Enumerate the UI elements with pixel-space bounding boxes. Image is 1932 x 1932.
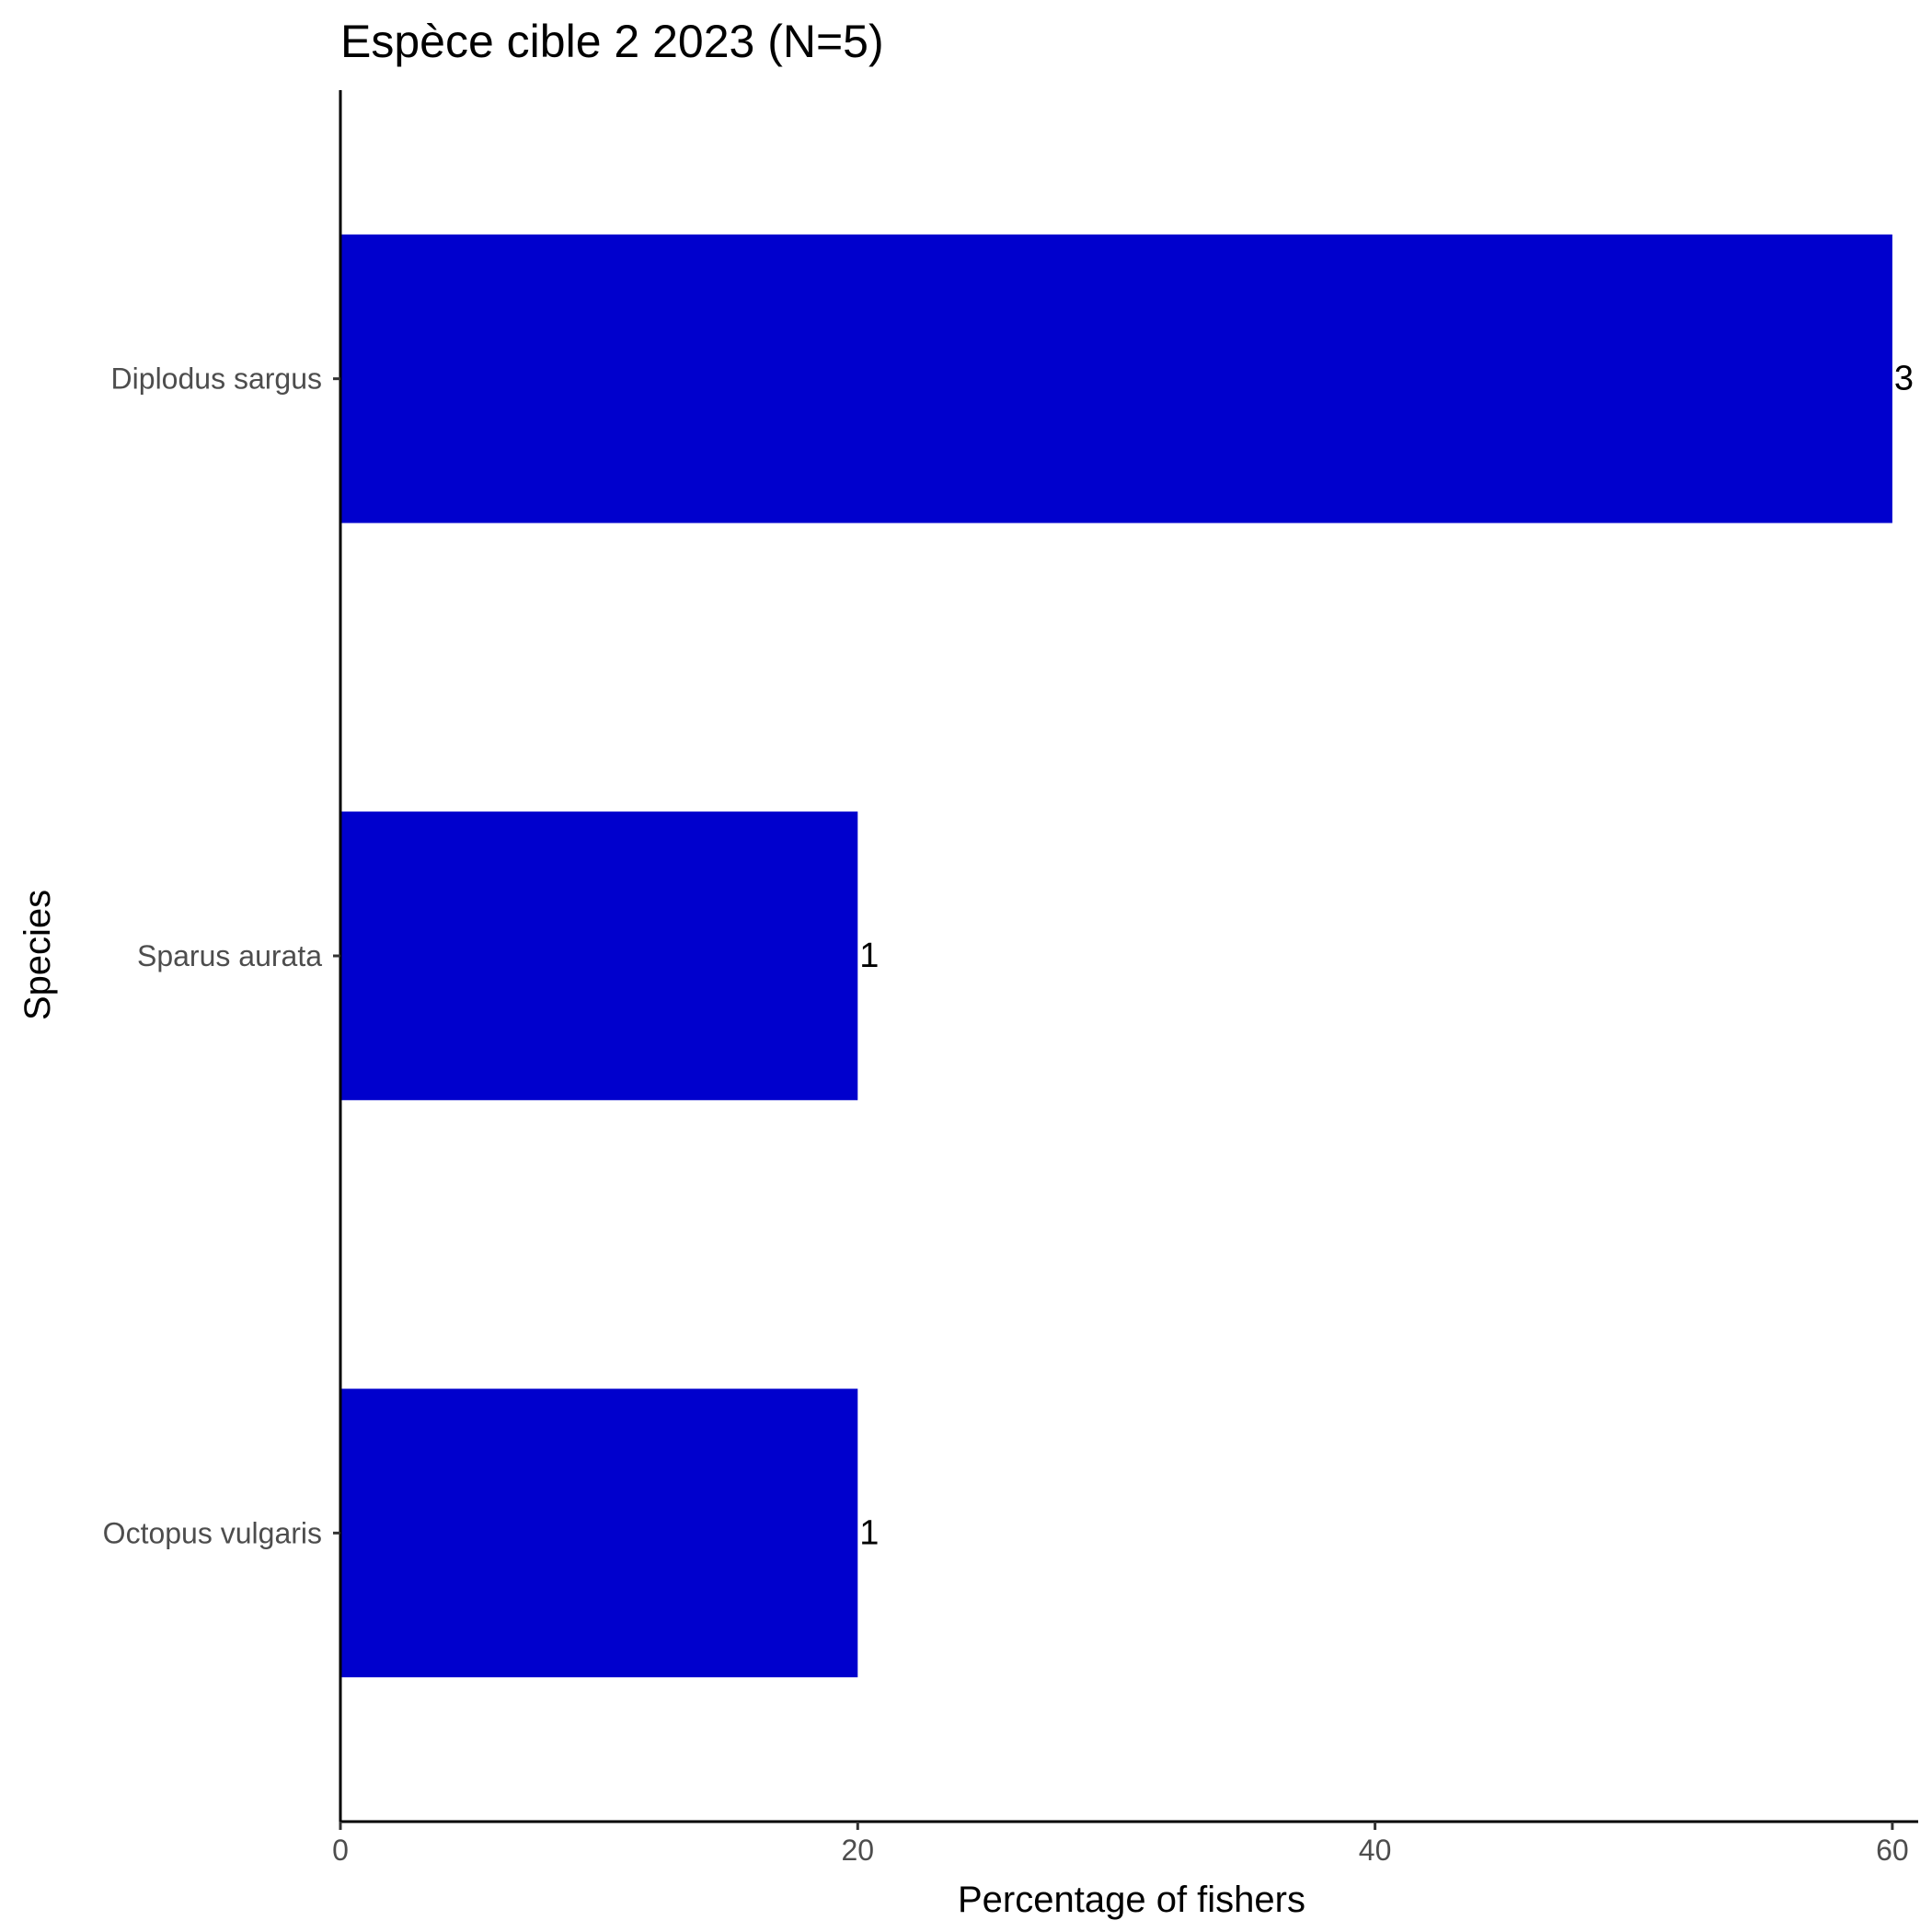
data-label-1: 1	[859, 937, 879, 975]
data-labels-group: 3 1 1	[859, 360, 1914, 1553]
chart-title: Espèce cible 2 2023 (N=5)	[340, 16, 884, 67]
y-tick-label-1: Sparus aurata	[137, 939, 322, 972]
x-tick-label-1: 20	[841, 1834, 874, 1867]
data-label-0: 3	[1894, 360, 1914, 398]
y-axis-ticks: Diplodus sargus Sparus aurata Octopus vulg…	[103, 362, 340, 1549]
x-tick-label-2: 40	[1359, 1834, 1392, 1867]
y-axis-title: Species	[17, 890, 58, 1020]
bar-0	[340, 234, 1892, 523]
x-tick-label-0: 0	[332, 1834, 349, 1867]
x-axis-title: Percentage of fishers	[958, 1880, 1305, 1920]
data-label-2: 1	[859, 1513, 879, 1552]
y-tick-label-0: Diplodus sargus	[111, 362, 322, 396]
x-axis-ticks: 0 20 40 60	[332, 1822, 1909, 1867]
y-tick-label-2: Octopus vulgaris	[103, 1516, 322, 1549]
bar-1	[340, 811, 858, 1100]
x-tick-label-3: 60	[1876, 1834, 1909, 1867]
bars-group	[340, 234, 1892, 1678]
bar-2	[340, 1388, 858, 1678]
